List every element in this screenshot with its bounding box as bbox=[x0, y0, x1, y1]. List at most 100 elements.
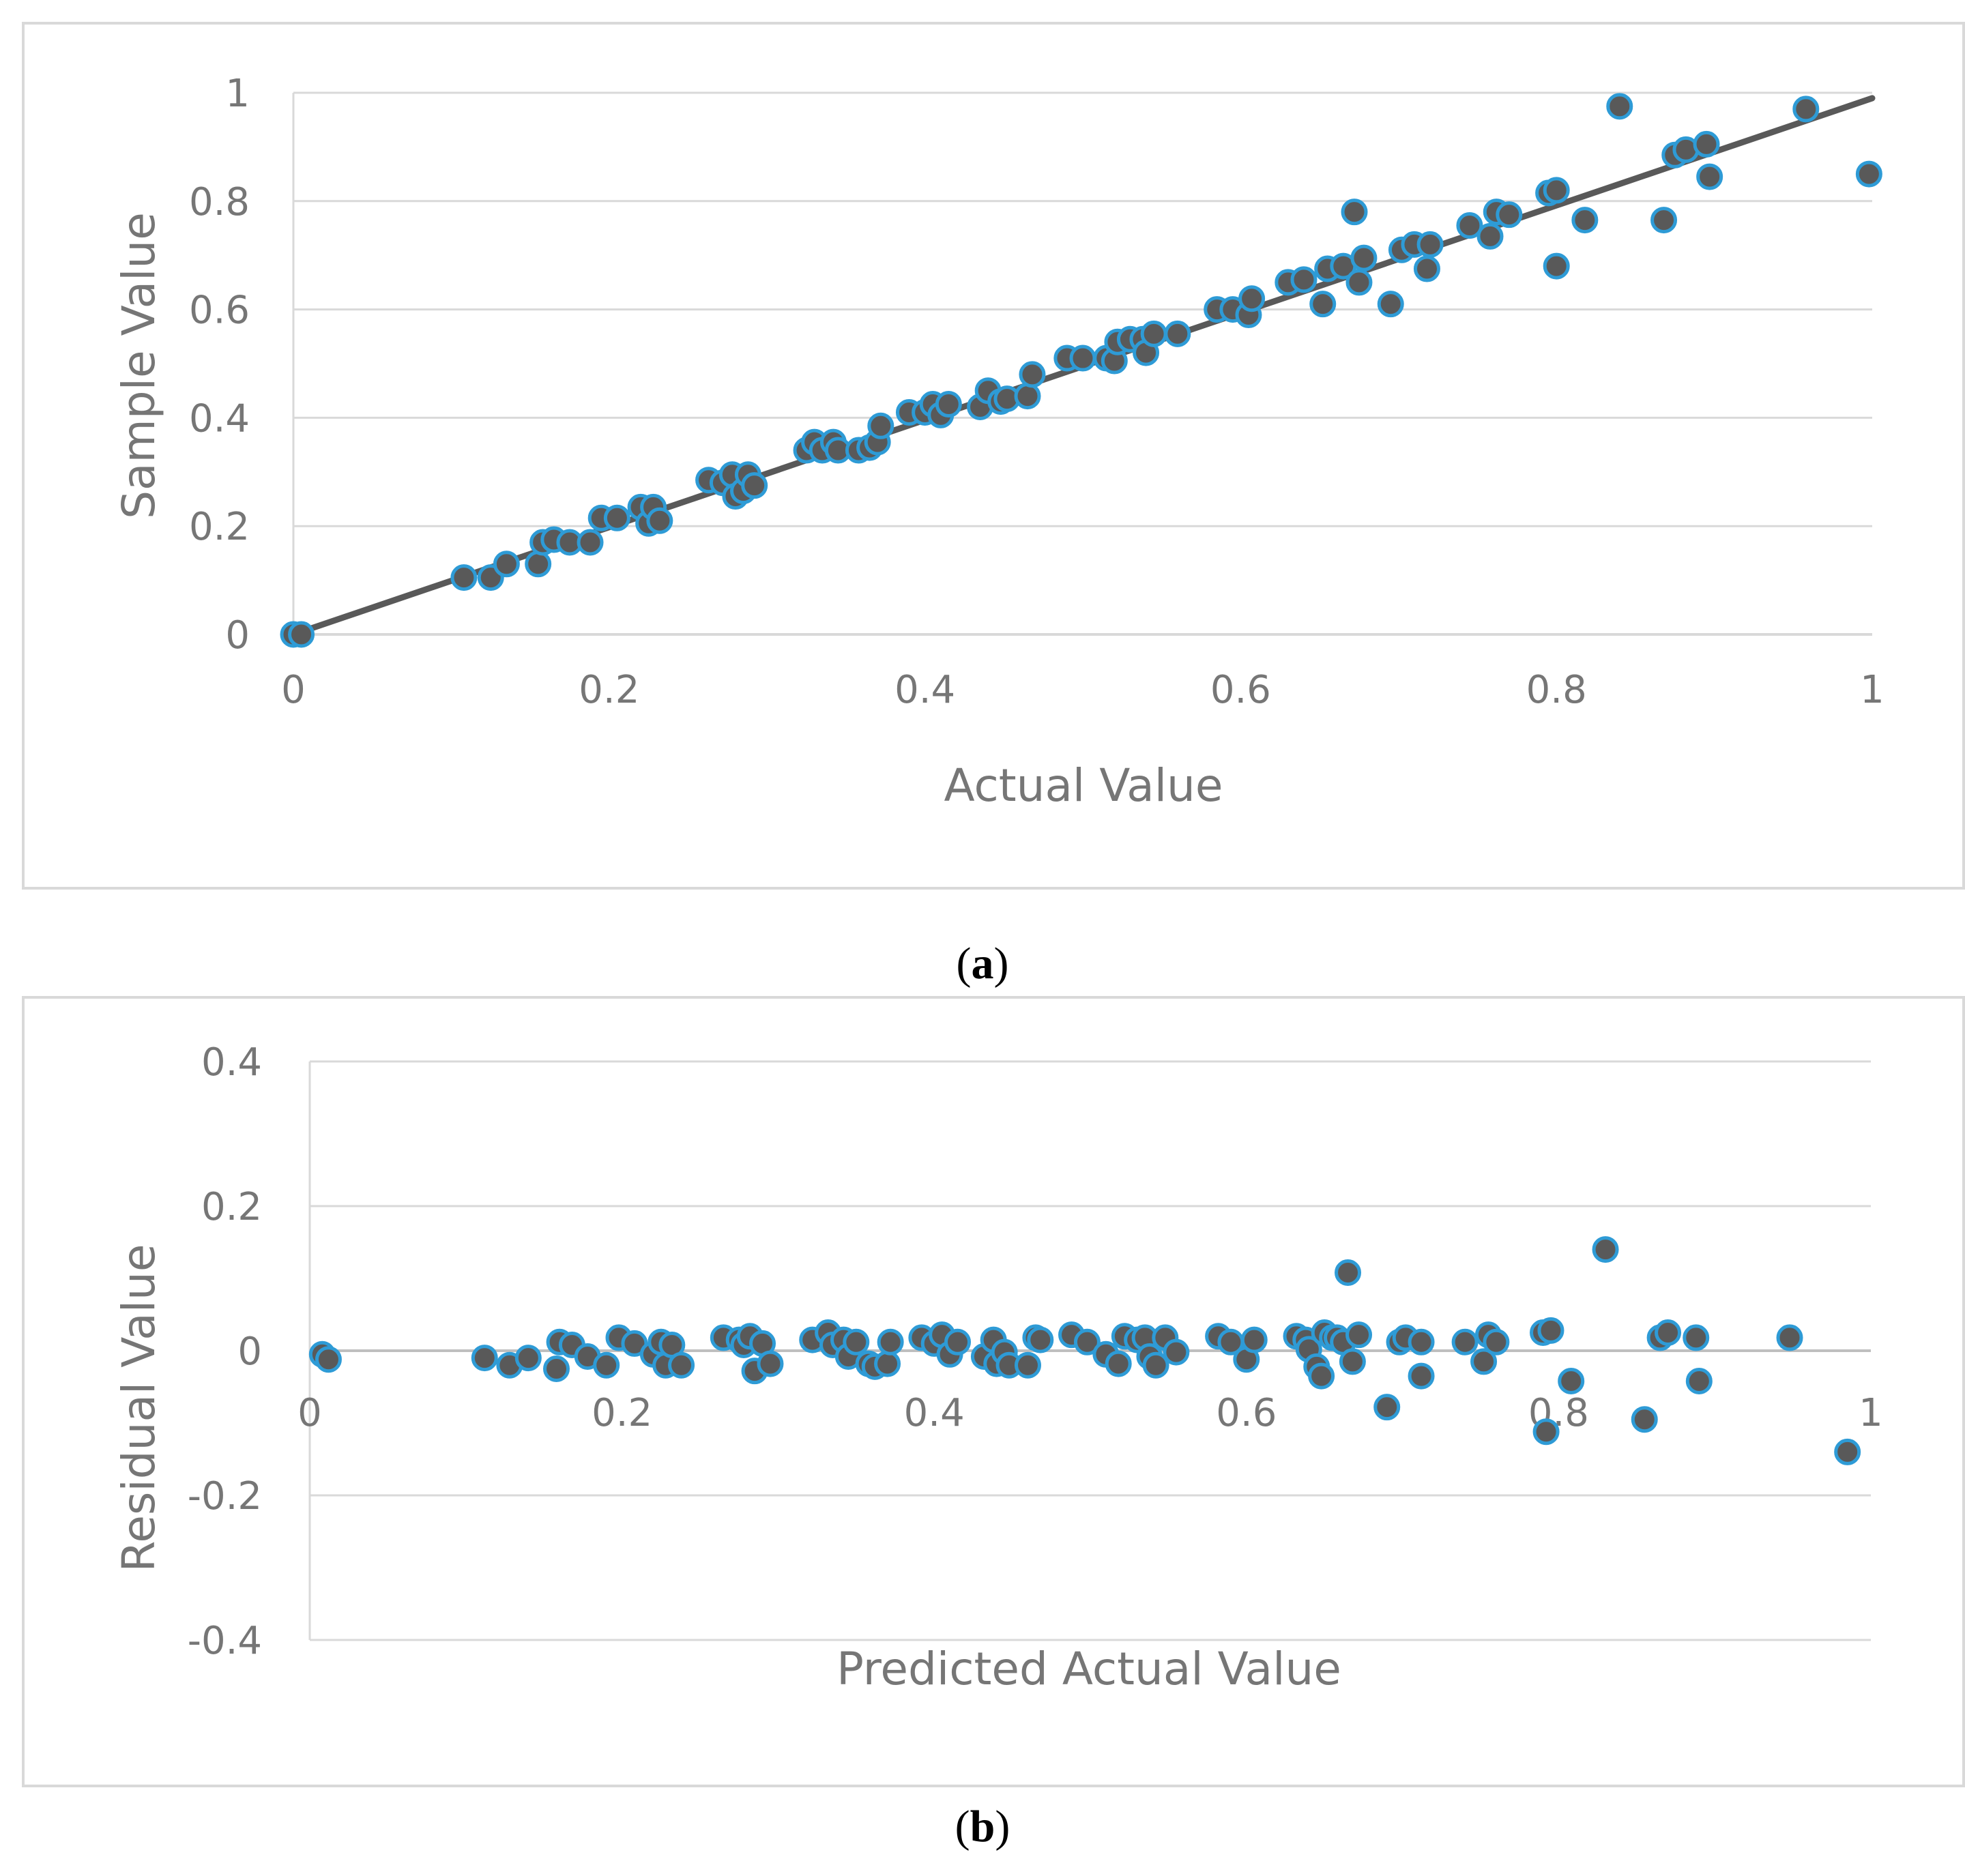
data-point bbox=[1451, 1328, 1479, 1355]
data-point bbox=[288, 621, 315, 648]
data-point bbox=[1537, 1317, 1564, 1344]
x-axis-title: Predicted Actual Value bbox=[836, 1643, 1341, 1695]
y-tick-label: 0.2 bbox=[189, 505, 250, 549]
data-point bbox=[1142, 1351, 1169, 1379]
data-point bbox=[1696, 163, 1723, 190]
y-tick-label: 0 bbox=[225, 613, 250, 658]
y-axis-title: Sample Value bbox=[113, 212, 165, 519]
caption-b: (b) bbox=[955, 1802, 1010, 1851]
data-point bbox=[1339, 1348, 1366, 1375]
x-tick-label: 0.8 bbox=[1526, 668, 1587, 712]
data-point bbox=[1592, 1236, 1619, 1263]
data-point bbox=[1571, 207, 1599, 234]
x-tick-label: 0.2 bbox=[579, 668, 639, 712]
data-point bbox=[1069, 345, 1096, 372]
data-point bbox=[1650, 207, 1678, 234]
chart-panel-b: -0.4 -0.2 0 0.2 0.4 0 0.2 0.4 0.6 0.8 1 Predicted… bbox=[22, 996, 1965, 1787]
y-tick-label: 0.4 bbox=[201, 1040, 262, 1085]
data-point bbox=[1470, 1348, 1498, 1375]
data-point bbox=[1014, 1351, 1041, 1379]
data-point bbox=[1345, 269, 1373, 296]
y-tick-label: 1 bbox=[225, 72, 250, 116]
data-point bbox=[1238, 285, 1266, 312]
x-tick-label: 0.2 bbox=[592, 1391, 652, 1435]
data-point bbox=[1335, 1259, 1362, 1287]
y-tick-label: 0.2 bbox=[201, 1185, 262, 1229]
data-point bbox=[1558, 1368, 1585, 1395]
data-point bbox=[493, 551, 520, 578]
x-tick-label: 0.6 bbox=[1216, 1391, 1277, 1435]
data-point bbox=[1105, 1350, 1132, 1377]
data-point bbox=[1014, 383, 1041, 410]
data-point bbox=[944, 1328, 972, 1355]
data-point bbox=[1606, 93, 1633, 120]
data-point bbox=[593, 1351, 620, 1379]
data-point bbox=[867, 412, 894, 439]
x-tick-label: 1 bbox=[1860, 668, 1884, 712]
data-point bbox=[1309, 291, 1337, 318]
data-point bbox=[1240, 1326, 1268, 1353]
data-point bbox=[1476, 222, 1504, 250]
data-point bbox=[1308, 1362, 1335, 1390]
data-point bbox=[668, 1351, 695, 1379]
data-point bbox=[1776, 1324, 1803, 1351]
chart-panel-a: 0 0.2 0.4 0.6 0.8 1 0 0.2 0.4 0.6 0.8 1 Actual Val… bbox=[22, 22, 1965, 890]
data-point bbox=[1792, 96, 1820, 123]
data-point bbox=[1855, 160, 1882, 188]
caption-a: (a) bbox=[956, 939, 1009, 988]
caption-b-letter: b bbox=[970, 1802, 995, 1851]
data-point bbox=[1413, 255, 1440, 282]
data-point bbox=[1345, 1321, 1373, 1349]
data-point bbox=[1543, 177, 1570, 204]
data-point bbox=[1683, 1324, 1710, 1351]
data-point bbox=[1543, 252, 1570, 280]
data-point bbox=[935, 391, 962, 418]
data-point bbox=[874, 1350, 901, 1377]
x-tick-label: 0 bbox=[281, 668, 306, 712]
data-point bbox=[1834, 1438, 1861, 1465]
data-point bbox=[1377, 291, 1404, 318]
data-point bbox=[1290, 266, 1318, 293]
data-point bbox=[1373, 1394, 1401, 1421]
chart-a-svg: 0 0.2 0.4 0.6 0.8 1 0 0.2 0.4 0.6 0.8 1 Actual Val… bbox=[113, 72, 1884, 812]
data-point bbox=[1456, 212, 1483, 239]
data-point bbox=[1164, 320, 1191, 347]
data-point bbox=[1341, 199, 1368, 226]
data-point bbox=[1408, 1362, 1435, 1390]
data-point bbox=[514, 1345, 542, 1372]
x-tick-label: 0.4 bbox=[904, 1391, 965, 1435]
data-point bbox=[315, 1346, 342, 1373]
data-point bbox=[1693, 130, 1720, 158]
data-point bbox=[1496, 201, 1523, 229]
data-point bbox=[603, 504, 630, 531]
y-tick-label: 0.8 bbox=[189, 180, 250, 224]
x-tick-label: 1 bbox=[1859, 1391, 1883, 1435]
x-axis-title: Actual Value bbox=[944, 759, 1223, 812]
data-point bbox=[1631, 1406, 1658, 1433]
data-point bbox=[843, 1328, 870, 1355]
data-point bbox=[1532, 1418, 1560, 1446]
data-point bbox=[1073, 1328, 1101, 1355]
data-point bbox=[1416, 231, 1444, 258]
y-axis-title: Residual Value bbox=[113, 1244, 165, 1572]
data-point bbox=[543, 1355, 570, 1382]
data-point bbox=[1350, 244, 1378, 272]
y-tick-label: 0.6 bbox=[189, 289, 250, 333]
data-point bbox=[1027, 1326, 1054, 1353]
data-point bbox=[471, 1345, 498, 1372]
data-point bbox=[1655, 1319, 1682, 1346]
data-point bbox=[1140, 320, 1167, 347]
data-point bbox=[877, 1328, 904, 1355]
data-point bbox=[525, 551, 552, 578]
data-point bbox=[577, 529, 604, 556]
data-point bbox=[1483, 1328, 1510, 1355]
data-point bbox=[1163, 1338, 1190, 1366]
data-point bbox=[1408, 1328, 1435, 1355]
data-point bbox=[741, 472, 768, 499]
data-point bbox=[757, 1350, 784, 1377]
caption-a-letter: a bbox=[971, 939, 994, 988]
y-tick-label: -0.4 bbox=[188, 1619, 262, 1663]
data-point bbox=[1685, 1368, 1713, 1395]
data-point bbox=[646, 507, 673, 534]
y-tick-label: -0.2 bbox=[188, 1474, 262, 1519]
